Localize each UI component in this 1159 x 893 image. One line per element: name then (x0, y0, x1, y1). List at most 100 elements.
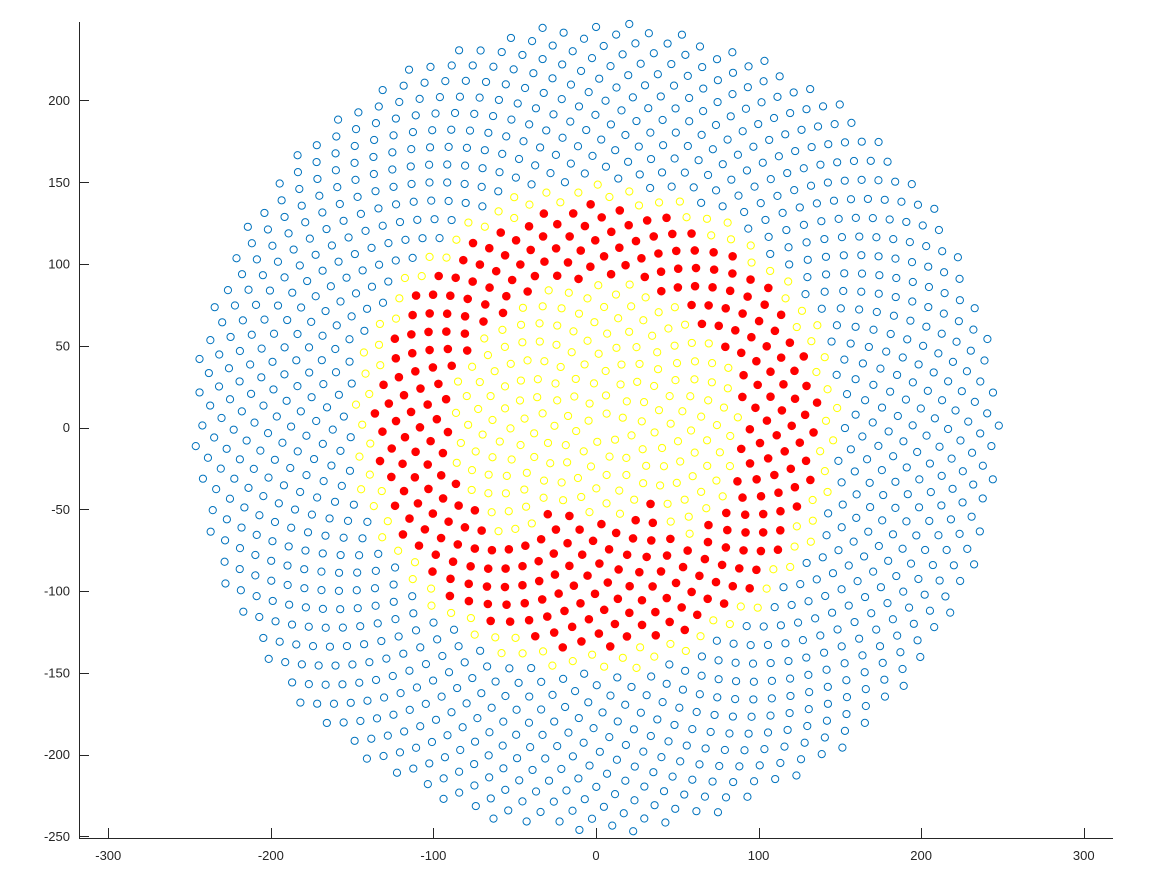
red-point (756, 491, 766, 501)
blue-point (501, 80, 510, 89)
blue-point (661, 818, 670, 827)
red-point (801, 456, 811, 466)
red-point (680, 625, 690, 635)
yellow-point (539, 476, 549, 485)
yellow-point (664, 324, 673, 333)
red-point (756, 546, 766, 556)
yellow-point (552, 340, 561, 349)
blue-point (230, 301, 240, 310)
red-point (588, 536, 598, 546)
blue-point (286, 463, 295, 473)
blue-point (313, 174, 322, 184)
blue-point (311, 250, 320, 259)
red-point (790, 482, 800, 492)
yellow-point (500, 342, 509, 352)
yellow-point (696, 632, 705, 641)
blue-point (360, 326, 369, 335)
yellow-point (574, 188, 583, 197)
blue-point (906, 316, 915, 325)
yellow-point (584, 416, 593, 425)
blue-point (820, 733, 829, 742)
yellow-point (665, 392, 674, 401)
blue-point (621, 740, 631, 750)
blue-point (267, 576, 276, 585)
blue-point (407, 179, 416, 189)
blue-point (395, 748, 405, 757)
blue-point (766, 711, 775, 720)
blue-point (625, 19, 634, 29)
blue-point (574, 713, 583, 723)
red-point (554, 589, 563, 598)
blue-point (546, 169, 555, 178)
red-point (399, 486, 409, 496)
blue-point (498, 741, 507, 750)
blue-point (682, 741, 691, 750)
red-point (524, 222, 534, 231)
yellow-point (478, 430, 487, 439)
blue-point (748, 659, 758, 668)
red-point (723, 525, 732, 535)
yellow-point (480, 222, 489, 231)
blue-point (874, 137, 883, 147)
blue-point (608, 821, 617, 830)
blue-point (361, 226, 370, 235)
red-point (411, 291, 421, 300)
blue-point (389, 131, 398, 140)
blue-point (760, 745, 769, 754)
yellow-point (781, 294, 790, 303)
blue-point (943, 424, 953, 434)
red-point (511, 235, 521, 245)
yellow-point (704, 339, 713, 348)
blue-point (663, 39, 672, 48)
yellow-point (488, 453, 497, 462)
blue-point (939, 268, 949, 277)
blue-point (418, 234, 427, 243)
red-point (772, 430, 782, 440)
blue-point (362, 754, 372, 763)
red-point (753, 380, 762, 390)
red-point (502, 291, 511, 301)
yellow-point (558, 496, 568, 505)
blue-point (499, 717, 508, 726)
yellow-point (733, 413, 742, 422)
yellow-point (807, 337, 816, 346)
blue-point (270, 455, 279, 464)
yellow-point (707, 231, 716, 240)
blue-point (680, 790, 689, 799)
red-point (446, 291, 455, 301)
blue-point (587, 814, 597, 823)
blue-point (908, 421, 917, 430)
yellow-point (374, 340, 384, 349)
yellow-point (688, 472, 697, 481)
blue-point (319, 380, 328, 389)
blue-point (408, 128, 418, 137)
blue-point (855, 232, 864, 241)
blue-point (304, 343, 314, 352)
blue-point (656, 92, 665, 101)
red-point (625, 608, 634, 618)
blue-point (395, 217, 405, 227)
blue-point (198, 421, 207, 430)
red-point (631, 515, 640, 525)
blue-point (441, 77, 450, 86)
blue-point (754, 119, 763, 129)
yellow-point (486, 391, 495, 401)
blue-point (553, 742, 562, 751)
blue-point (846, 445, 855, 454)
blue-point (270, 517, 280, 527)
blue-point (773, 191, 782, 200)
blue-point (478, 202, 487, 211)
blue-point (671, 128, 680, 137)
red-point (534, 576, 544, 586)
blue-point (902, 217, 911, 227)
blue-point (598, 708, 607, 717)
blue-point (776, 758, 785, 768)
yellow-point (617, 360, 626, 369)
blue-point (557, 764, 566, 774)
blue-point (781, 130, 790, 139)
blue-point (283, 580, 292, 590)
blue-point (695, 760, 704, 769)
blue-point (318, 439, 327, 448)
y-tick-label: -150 (44, 665, 70, 680)
blue-point (573, 142, 583, 151)
